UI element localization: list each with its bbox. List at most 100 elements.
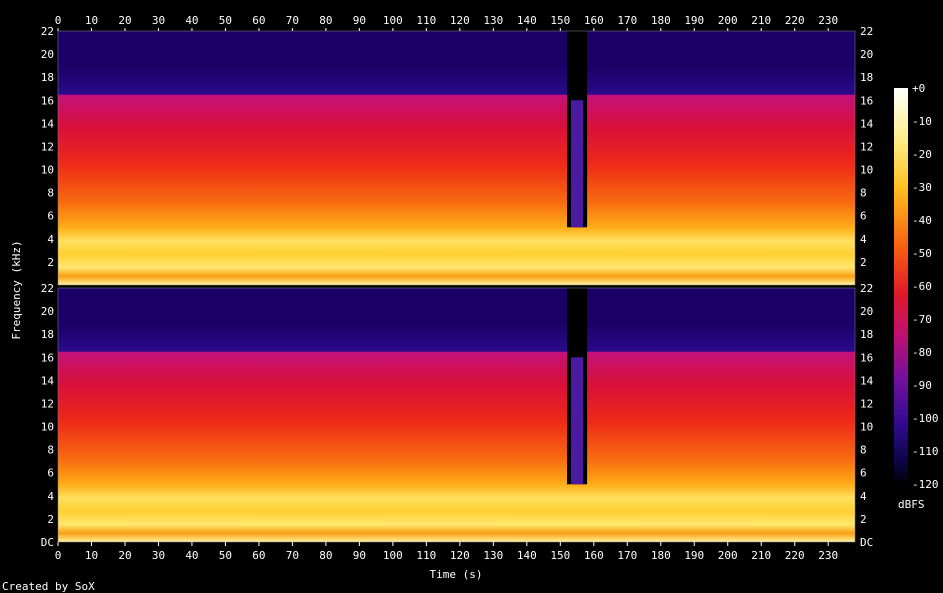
y-tick-label-right: DC [860,536,873,549]
x-tick-label-bottom: 120 [450,549,470,562]
x-tick-label-bottom: 50 [219,549,232,562]
y-tick-label-right: 8 [860,444,867,457]
x-tick-label-bottom: 20 [118,549,131,562]
y-tick-label-right: 10 [860,421,873,434]
x-tick-label-bottom: 150 [550,549,570,562]
spectrum-band [58,65,855,286]
spectrogram-panels [57,30,856,543]
axis-ticks: 0 0 10 10 20 20 30 30 40 40 50 50 60 60 70 70 80 80 90 90 10… [41,14,874,562]
x-tick-label-top: 230 [818,14,838,27]
y-tick-label-right: 4 [860,490,867,503]
x-axis-label: Time (s) [430,568,483,581]
dropout-residual [571,100,584,228]
x-tick-label-bottom: 220 [785,549,805,562]
colorbar-tick-label: -50 [912,247,932,260]
x-tick-label-bottom: 80 [319,549,332,562]
y-tick-label-left: 12 [41,397,54,410]
y-tick-label-right: 22 [860,282,873,295]
y-tick-label-left: 4 [47,490,54,503]
y-tick-label-left: 22 [41,25,54,38]
x-tick-label-bottom: 140 [517,549,537,562]
x-tick-label-top: 220 [785,14,805,27]
y-tick-label-left: 14 [41,117,55,130]
channel-panel [57,287,856,543]
x-tick-label-bottom: 0 [55,549,62,562]
y-tick-label-right: 20 [860,48,873,61]
y-tick-label-right: 18 [860,328,873,341]
x-tick-label-top: 170 [617,14,637,27]
y-tick-label-left: 2 [47,256,54,269]
y-tick-label-right: 2 [860,256,867,269]
x-tick-label-bottom: 210 [751,549,771,562]
x-tick-label-top: 0 [55,14,62,27]
y-tick-label-right: 4 [860,233,867,246]
x-tick-label-bottom: 180 [651,549,671,562]
colorbar-tick-label: -120 [912,478,939,491]
x-tick-label-top: 90 [353,14,366,27]
colorbar-tick-label: -80 [912,346,932,359]
y-tick-label-left: 20 [41,48,54,61]
y-tick-label-left: 14 [41,374,55,387]
x-tick-label-top: 150 [550,14,570,27]
x-tick-label-bottom: 200 [718,549,738,562]
x-tick-label-bottom: 60 [252,549,265,562]
y-tick-label-right: 22 [860,25,873,38]
x-tick-label-top: 20 [118,14,131,27]
x-tick-label-bottom: 110 [416,549,436,562]
x-tick-label-top: 210 [751,14,771,27]
y-tick-label-left: 6 [47,467,54,480]
y-tick-label-left: 16 [41,94,54,107]
spectrum-band [58,322,855,542]
x-tick-label-bottom: 160 [584,549,604,562]
y-tick-label-right: 12 [860,397,873,410]
channel-panel [57,30,856,286]
colorbar-tick-label: -10 [912,115,932,128]
colorbar-tick-label: +0 [912,82,925,95]
y-tick-label-left: 16 [41,351,54,364]
x-tick-label-top: 130 [483,14,503,27]
y-tick-label-right: 20 [860,305,873,318]
y-tick-label-left: DC [41,536,54,549]
colorbar-tick-label: -40 [912,214,932,227]
x-tick-label-bottom: 170 [617,549,637,562]
y-tick-label-right: 12 [860,140,873,153]
y-tick-label-left: 12 [41,140,54,153]
y-tick-label-left: 10 [41,164,54,177]
x-tick-label-bottom: 40 [185,549,198,562]
panel-frame [57,30,856,286]
x-tick-label-top: 200 [718,14,738,27]
x-tick-label-bottom: 190 [684,549,704,562]
panel-frame [57,287,856,543]
y-tick-label-left: 8 [47,444,54,457]
colorbar-tick-label: -100 [912,412,939,425]
x-tick-label-bottom: 30 [152,549,165,562]
y-tick-label-left: 20 [41,305,54,318]
y-tick-label-right: 10 [860,164,873,177]
y-tick-label-left: 18 [41,328,54,341]
y-tick-label-right: 2 [860,513,867,526]
x-tick-label-bottom: 130 [483,549,503,562]
x-tick-label-top: 160 [584,14,604,27]
y-tick-label-right: 6 [860,210,867,223]
y-axis-label: Frequency (kHz) [10,240,23,339]
colorbar-tick-label: -30 [912,181,932,194]
x-tick-label-top: 100 [383,14,403,27]
x-tick-label-top: 180 [651,14,671,27]
x-tick-label-bottom: 10 [85,549,98,562]
colorbar-tick-label: -110 [912,445,939,458]
x-tick-label-top: 120 [450,14,470,27]
x-tick-label-top: 50 [219,14,232,27]
y-tick-label-right: 16 [860,94,873,107]
y-tick-label-left: 22 [41,282,54,295]
y-tick-label-left: 2 [47,513,54,526]
y-tick-label-left: 6 [47,210,54,223]
y-tick-label-right: 18 [860,71,873,84]
y-tick-label-left: 8 [47,187,54,200]
x-tick-label-top: 80 [319,14,332,27]
colorbar-tick-label: -70 [912,313,932,326]
y-tick-label-left: 10 [41,421,54,434]
x-tick-label-top: 10 [85,14,98,27]
colorbar-tick-label: -90 [912,379,932,392]
x-tick-label-bottom: 100 [383,549,403,562]
x-tick-label-top: 40 [185,14,198,27]
